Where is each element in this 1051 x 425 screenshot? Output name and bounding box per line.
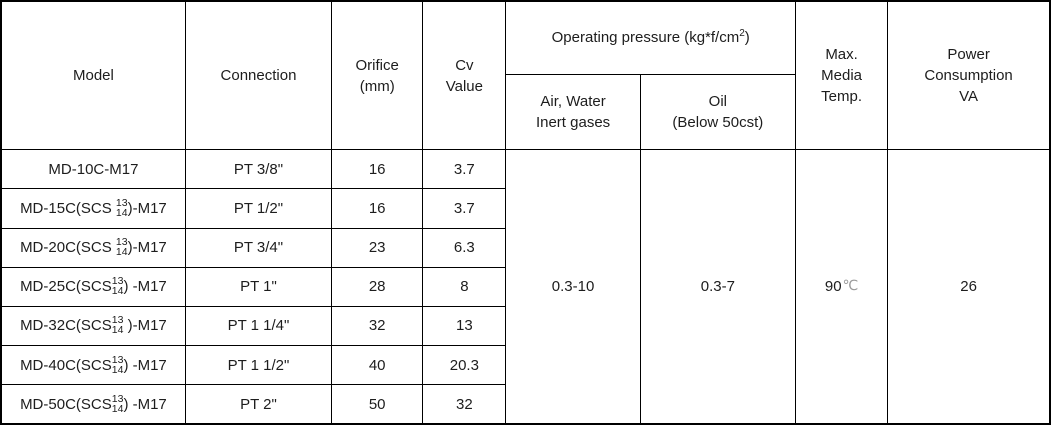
model-cell: MD-25C(SCS 13 14) -M17	[0, 266, 186, 307]
connection-cell: PT 3/8"	[184, 149, 333, 190]
max-media-temp-cell: 90℃	[794, 149, 889, 425]
connection-cell: PT 1 1/4"	[184, 305, 333, 347]
header-orifice: Orifice (mm)	[331, 0, 424, 151]
table-row: MD-10C-M17 PT 3/8" 16 3.7 0.3-10 0.3-7 9…	[0, 149, 1051, 425]
scs-grade-stack: 13 14	[111, 275, 124, 298]
orifice-cell: 50	[331, 384, 424, 425]
cv-cell: 6.3	[422, 227, 507, 268]
orifice-cell: 28	[331, 266, 424, 307]
header-cv-line2: Value	[445, 77, 483, 95]
model-cell: MD-20C(SCS 13 14)-M17	[0, 227, 186, 268]
header-max-temp-line1: Max.	[825, 46, 858, 64]
oil-pressure-cell: 0.3-7	[639, 149, 796, 425]
model-cell: MD-50C(SCS 13 14) -M17	[0, 384, 186, 425]
table-row: MD-25C(SCS 13 14) -M17 PT 1" 28 8	[0, 266, 1050, 307]
cv-cell: 13	[422, 305, 507, 347]
header-power-line2: Consumption	[924, 67, 1013, 85]
scs-grade-stack: 13 14	[115, 236, 128, 259]
header-power-line3: VA	[959, 88, 979, 106]
header-operating-pressure-superscript: 2	[739, 28, 745, 40]
header-power-consumption: Power Consumption VA	[887, 0, 1051, 151]
header-orifice-line2: (mm)	[359, 77, 395, 95]
header-operating-pressure: Operating pressure (kg*f/cm2)	[505, 0, 796, 75]
scs-grade-stack: 13 14	[111, 314, 124, 337]
connection-cell: PT 2"	[184, 384, 333, 425]
cv-cell: 20.3	[422, 345, 507, 386]
header-max-temp-line2: Media	[821, 67, 862, 85]
air-water-pressure-cell: 0.3-10	[505, 149, 641, 425]
scs-grade-stack: 13 14	[115, 196, 128, 219]
cv-cell: 8	[422, 266, 507, 307]
orifice-cell: 40	[331, 345, 424, 386]
header-cv-line1: Cv	[455, 56, 474, 74]
header-air-water-line1: Air, Water	[540, 93, 606, 111]
header-air-water-line2: Inert gases	[535, 114, 611, 132]
model-cell: MD-15C(SCS 13 14)-M17	[0, 188, 186, 229]
connection-cell: PT 1 1/2"	[184, 345, 333, 386]
power-consumption-cell: 26	[887, 149, 1051, 425]
header-max-media-temp: Max. Media Temp.	[794, 0, 889, 151]
header-power-line1: Power	[947, 46, 990, 64]
orifice-cell: 32	[331, 305, 424, 347]
connection-cell: PT 1/2"	[184, 188, 333, 229]
scs-grade-stack: 13 14	[111, 392, 124, 415]
model-cell: MD-40C(SCS 13 14) -M17	[0, 345, 186, 386]
header-connection-label: Connection	[220, 67, 297, 85]
header-operating-pressure-label: Operating pressure (kg*f/cm2)	[551, 28, 750, 47]
connection-cell: PT 3/4"	[184, 227, 333, 268]
table-row: MD-32C(SCS 13 14 )-M17 PT 1 1/4" 32 13	[0, 305, 1050, 347]
orifice-cell: 16	[331, 188, 424, 229]
header-oil-line1: Oil	[708, 93, 727, 111]
table-row: MD-20C(SCS 13 14)-M17 PT 3/4" 23 6.3	[0, 227, 1050, 268]
celsius-unit: ℃	[842, 277, 859, 294]
header-oil-line2: (Below 50cst)	[672, 114, 764, 132]
orifice-cell: 16	[331, 149, 424, 190]
cv-cell: 3.7	[422, 149, 507, 190]
model-cell: MD-10C-M17	[0, 149, 186, 190]
header-air-water: Air, Water Inert gases	[505, 73, 641, 151]
header-model-label: Model	[72, 67, 114, 85]
header-cv: Cv Value	[422, 0, 507, 151]
orifice-cell: 23	[331, 227, 424, 268]
header-connection: Connection	[184, 0, 333, 151]
cv-cell: 32	[422, 384, 507, 425]
header-max-temp-line3: Temp.	[821, 88, 862, 106]
header-orifice-line1: Orifice	[355, 56, 399, 74]
table-row: MD-15C(SCS 13 14)-M17 PT 1/2" 16 3.7	[0, 188, 1050, 229]
connection-cell: PT 1"	[184, 266, 333, 307]
model-cell: MD-32C(SCS 13 14 )-M17	[0, 305, 186, 347]
table-row: MD-50C(SCS 13 14) -M17 PT 2" 50 32	[0, 384, 1050, 425]
header-model: Model	[0, 0, 186, 151]
scs-grade-stack: 13 14	[111, 353, 124, 376]
header-oil: Oil (Below 50cst)	[639, 73, 796, 151]
cv-cell: 3.7	[422, 188, 507, 229]
